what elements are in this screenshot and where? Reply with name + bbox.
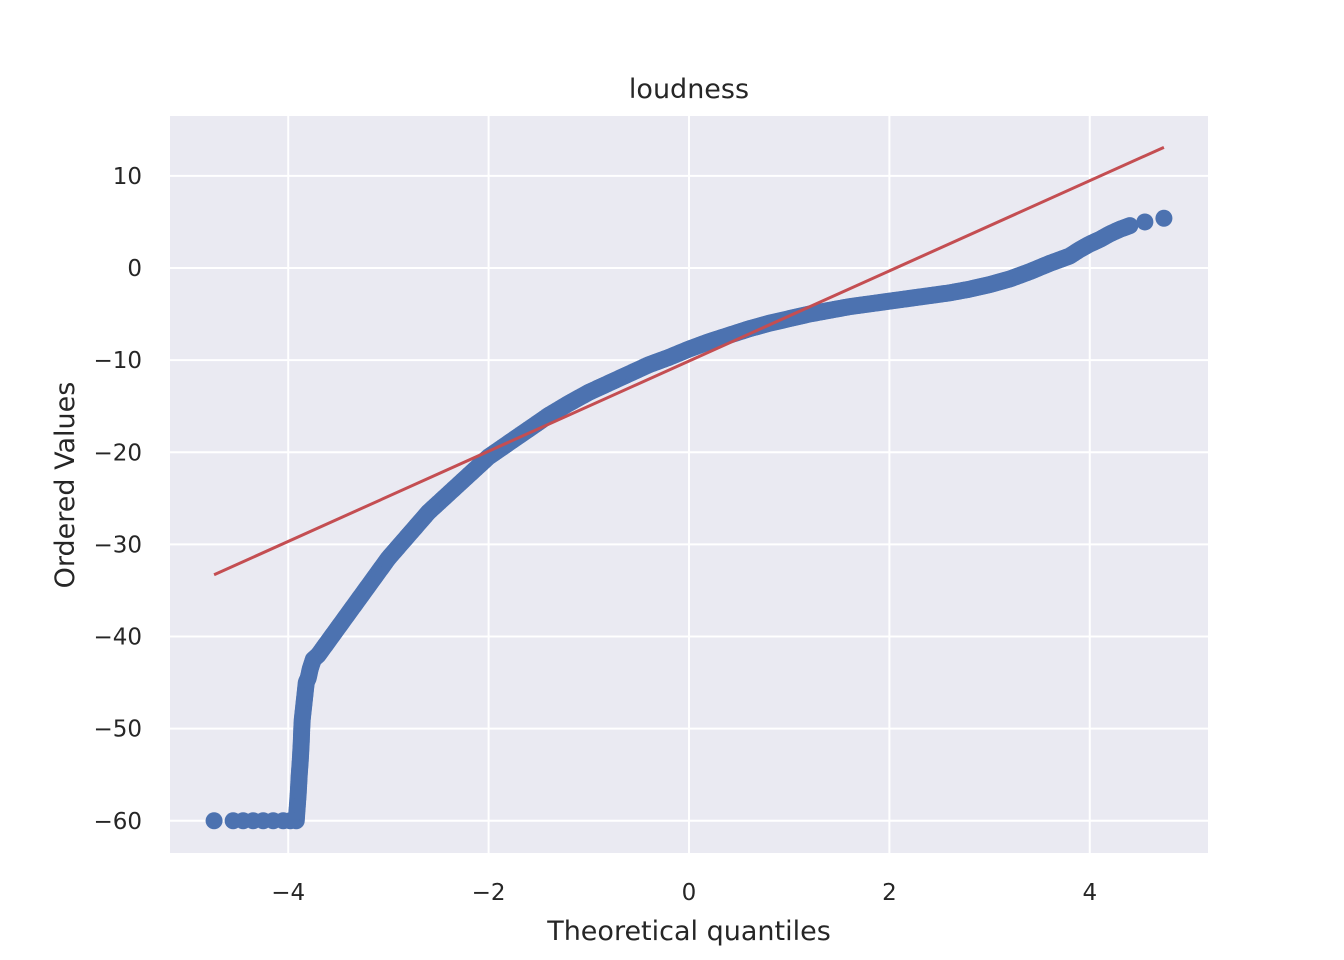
data-points <box>205 209 1173 830</box>
data-point <box>1155 209 1173 227</box>
data-point <box>1121 217 1139 235</box>
data-point <box>1136 213 1154 231</box>
x-tick-labels: −4 −2 0 2 4 <box>271 880 1097 906</box>
y-tick-label: −40 <box>93 625 142 651</box>
data-point <box>205 812 223 830</box>
y-tick-label: −60 <box>93 809 142 835</box>
x-tick-label: 2 <box>882 880 897 906</box>
reference-line <box>213 145 1165 577</box>
y-tick-label: −20 <box>93 440 142 466</box>
x-tick-label: −4 <box>271 880 305 906</box>
y-axis-title: Ordered Values <box>50 382 81 589</box>
x-tick-label: 4 <box>1082 880 1097 906</box>
y-tick-label: 0 <box>127 256 142 282</box>
x-gridlines <box>287 116 1091 853</box>
chart-title: loudness <box>629 74 749 105</box>
x-tick-label: 0 <box>682 880 697 906</box>
reference-line-group <box>213 145 1165 577</box>
x-tick-label: −2 <box>472 880 506 906</box>
y-tick-label: 10 <box>113 164 142 190</box>
x-axis-title: Theoretical quantiles <box>546 916 831 947</box>
y-tick-label: −10 <box>93 348 142 374</box>
y-tick-label: −50 <box>93 717 142 743</box>
y-tick-labels: 10 0 −10 −20 −30 −40 −50 −60 <box>93 164 142 835</box>
y-tick-label: −30 <box>93 532 142 558</box>
